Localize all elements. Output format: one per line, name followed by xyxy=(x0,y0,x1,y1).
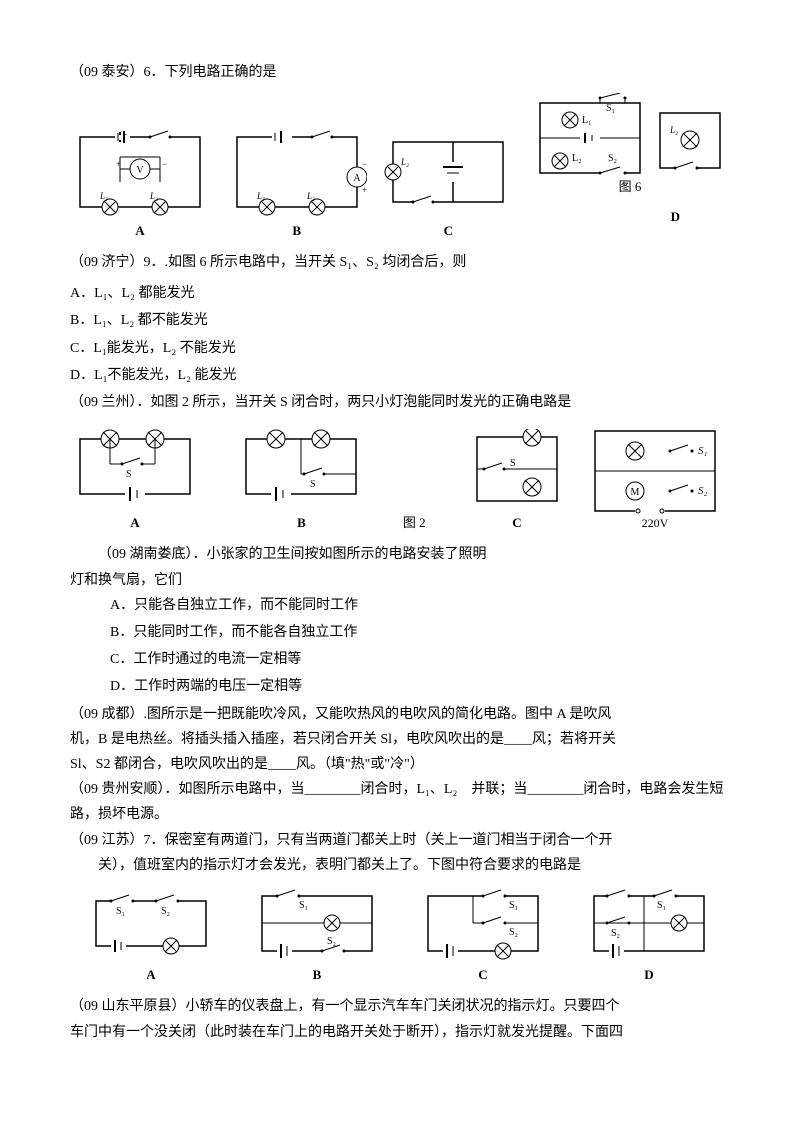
q8-line1: （09 山东平原县）小轿车的仪表盘上，有一个显示汽车车门关闭状况的指示灯。只要四… xyxy=(70,994,730,1019)
svg-text:L₁: L₁ xyxy=(99,191,108,201)
q7-line2: 关），值班室内的指示灯才会发光，表明门都关上了。下图中符合要求的电路是 xyxy=(70,853,730,878)
q5-line3: Sl、S2 都闭合，电吹风吹出的是____风。（填"热"或"冷"） xyxy=(70,752,730,777)
q1-label-b: B xyxy=(227,219,367,242)
q5-line1: （09 成都）.图所示是一把既能吹冷风，又能吹热风的电吹风的简化电路。图中 A … xyxy=(70,702,730,727)
svg-text:A: A xyxy=(353,173,361,184)
q7-label-b: B xyxy=(247,963,387,986)
q2-opt-b: B．L₁、L₂ 都不能发光 xyxy=(70,308,730,333)
circuit-d-wrapper: S₁ L₁ L₂ S₂ L₂ 图 6 D xyxy=(530,93,730,242)
svg-text:+: + xyxy=(362,185,367,195)
svg-text:L₁: L₁ xyxy=(256,191,265,201)
svg-text:L₂: L₂ xyxy=(669,125,678,135)
q7-line1: （09 江苏）7．保密室有两道门，只有当两道门都关上时（关上一道门相当于闭合一个… xyxy=(70,828,730,853)
q4-side-circuit: S₁ M S₂ 220V xyxy=(580,421,730,531)
svg-text:S₁: S₁ xyxy=(657,900,666,911)
q3-label-a: A xyxy=(70,511,200,534)
q7-c-svg: S₁ S₂ xyxy=(413,886,553,961)
q4-line1: （09 湖南娄底）．小张家的卫生间按如图所示的电路安装了照明 xyxy=(70,542,730,567)
circuit-c-wrapper: L₂ C xyxy=(383,127,513,242)
q7-a-svg: S₁ S₂ xyxy=(81,886,221,961)
circuit-b-svg: A − + L₁ L₂ xyxy=(227,127,367,217)
q7-b-svg: S₁ S₂ xyxy=(247,886,387,961)
circuit-a-svg: V + − L₁ L₂ xyxy=(70,127,210,217)
q1-label-c: C xyxy=(383,219,513,242)
q7-label-d: D xyxy=(579,963,719,986)
svg-text:S₁: S₁ xyxy=(606,103,615,114)
q7-d-svg: S₁ S₂ xyxy=(579,886,719,961)
svg-text:S₁: S₁ xyxy=(116,906,125,917)
q7-label-a: A xyxy=(81,963,221,986)
q3-prompt: （09 兰州）．如图 2 所示，当开关 S 闭合时，两只小灯泡能同时发光的正确电… xyxy=(70,390,730,415)
q7-label-c: C xyxy=(413,963,553,986)
q3-label-b: B xyxy=(236,511,366,534)
circuit-a-wrapper: V + − L₁ L₂ A xyxy=(70,127,210,242)
svg-text:S: S xyxy=(126,469,132,480)
q3-c-svg: S xyxy=(462,429,572,509)
svg-text:L₂: L₂ xyxy=(572,153,582,164)
svg-text:220V: 220V xyxy=(642,516,669,530)
svg-text:−: − xyxy=(162,159,167,169)
svg-text:S₁: S₁ xyxy=(299,900,308,911)
circuit-c-svg: L₂ xyxy=(383,127,513,217)
q3-label-c: C xyxy=(462,511,572,534)
svg-text:L₂: L₂ xyxy=(306,191,315,201)
fig2-label: 图 2 xyxy=(403,511,426,534)
svg-text:S₂: S₂ xyxy=(327,936,336,947)
svg-text:S: S xyxy=(510,458,516,469)
q2-opt-c: C．L₁能发光，L₂ 不能发光 xyxy=(70,336,730,361)
q1-diagrams: V + − L₁ L₂ A xyxy=(70,93,730,242)
q3-b-svg: S xyxy=(236,429,366,509)
q4-opt-b: B．只能同时工作，而不能各自独立工作 xyxy=(70,620,730,645)
svg-text:L₂: L₂ xyxy=(149,191,158,201)
svg-text:−: − xyxy=(362,159,367,169)
svg-text:S: S xyxy=(310,479,316,490)
fig6-label: 图 6 xyxy=(530,175,730,198)
svg-text:S₂: S₂ xyxy=(509,927,518,938)
svg-text:S₂: S₂ xyxy=(161,906,170,917)
q4-opt-c: C．工作时通过的电流一定相等 xyxy=(70,647,730,672)
q5-line2: 机，B 是电热丝。将插头插入插座，若只闭合开关 Sl，电吹风吹出的是____风；… xyxy=(70,727,730,752)
q1-label-d: D xyxy=(530,205,730,228)
q3-diagrams: S A S B 图 2 xyxy=(70,429,572,534)
q2-prompt: （09 济宁）9．.如图 6 所示电路中，当开关 S₁、S₂ 均闭合后，则 xyxy=(70,250,730,275)
q3-a-svg: S xyxy=(70,429,200,509)
svg-text:S₂: S₂ xyxy=(611,928,620,939)
q2-opt-d: D．L₁不能发光，L₂ 能发光 xyxy=(70,363,730,388)
svg-text:S₂: S₂ xyxy=(698,485,708,497)
circuit-b-wrapper: A − + L₁ L₂ B xyxy=(227,127,367,242)
q6-text: （09 贵州安顺）．如图所示电路中，当________闭合时，L₁、L₂ 并联；… xyxy=(70,777,730,827)
svg-text:S₂: S₂ xyxy=(608,153,617,164)
q4-opt-a: A．只能各自独立工作，而不能同时工作 xyxy=(70,593,730,618)
q2-opt-a: A．L₁、L₂ 都能发光 xyxy=(70,281,730,306)
svg-text:L₁: L₁ xyxy=(582,115,592,126)
svg-text:+: + xyxy=(116,159,121,169)
q4-opt-d: D．工作时两端的电压一定相等 xyxy=(70,674,730,699)
q7-diagrams: S₁ S₂ A S₁ xyxy=(70,886,730,986)
q8-line2: 车门中有一个没关闭（此时装在车门上的电路开关处于断开），指示灯就发光提醒。下面四 xyxy=(70,1020,730,1045)
svg-text:S₁: S₁ xyxy=(698,445,708,457)
svg-text:V: V xyxy=(136,165,144,176)
svg-text:L₂: L₂ xyxy=(400,157,409,167)
q1-prompt: （09 泰安）6．下列电路正确的是 xyxy=(70,60,730,85)
svg-text:M: M xyxy=(631,487,640,498)
svg-text:S₁: S₁ xyxy=(509,900,518,911)
q1-label-a: A xyxy=(70,219,210,242)
q4-line2: 灯和换气扇，它们 xyxy=(70,568,730,593)
